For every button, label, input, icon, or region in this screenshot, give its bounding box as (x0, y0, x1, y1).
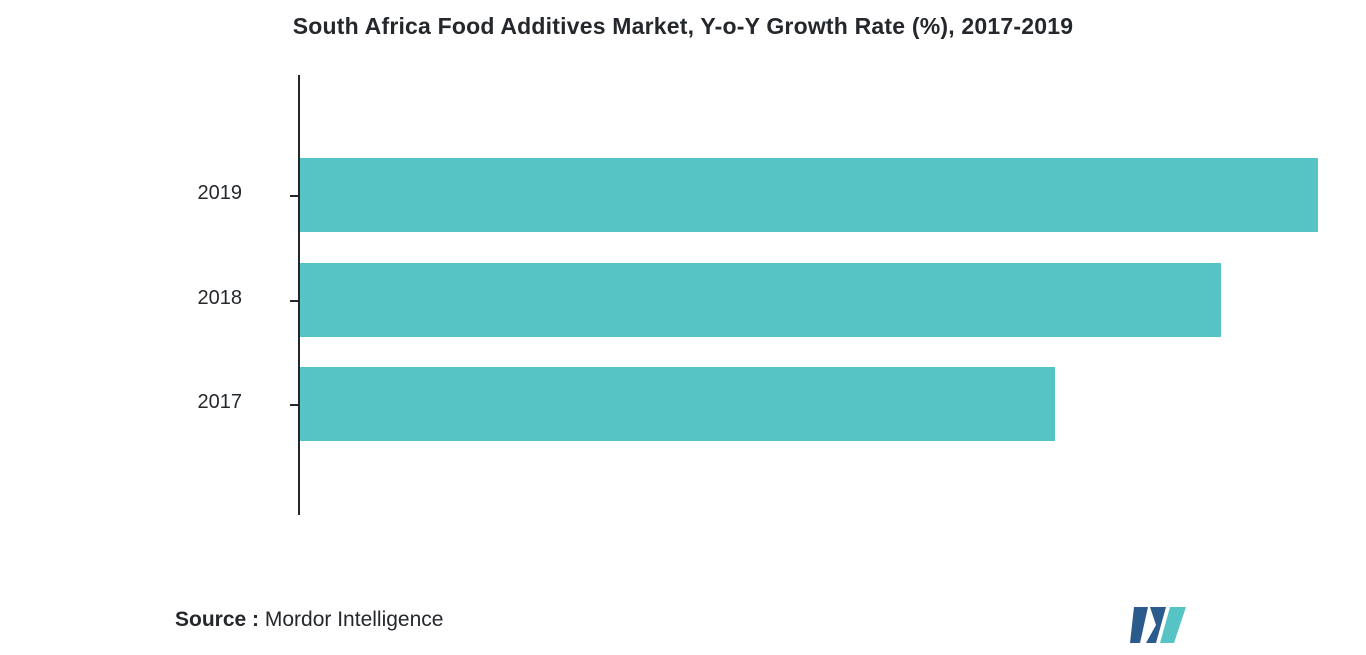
source-label: Source : (175, 608, 259, 631)
bar-2017 (300, 367, 1055, 441)
y-tick (290, 404, 298, 406)
source-text: Mordor Intelligence (259, 608, 443, 631)
mordor-logo-icon (1130, 605, 1186, 645)
chart-title: South Africa Food Additives Market, Y-o-… (0, 13, 1366, 40)
y-axis-label: 2019 (182, 182, 242, 205)
bar-row (298, 263, 1316, 337)
source-attribution: Source : Mordor Intelligence (175, 608, 443, 632)
y-axis-label: 2017 (182, 391, 242, 414)
bar-2018 (300, 263, 1221, 337)
bar-2019 (300, 158, 1318, 232)
bar-row (298, 158, 1316, 232)
bar-row (298, 367, 1316, 441)
y-axis-label: 2018 (182, 287, 242, 310)
y-tick (290, 195, 298, 197)
logo-shape-left (1130, 607, 1148, 643)
y-tick (290, 300, 298, 302)
